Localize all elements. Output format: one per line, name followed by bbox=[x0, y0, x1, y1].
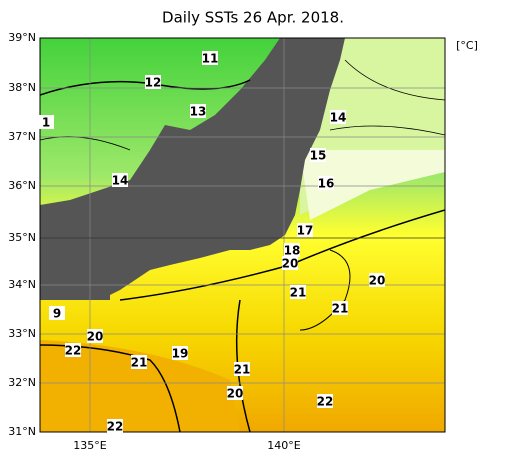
contour-label-bg bbox=[145, 75, 161, 89]
land bbox=[40, 38, 345, 300]
lon-label: 140°E bbox=[267, 439, 300, 452]
colorbar: [°C] bbox=[456, 39, 478, 52]
lat-label: 36°N bbox=[8, 179, 36, 192]
contour-label: 22 bbox=[317, 395, 334, 409]
title: Daily SSTs 26 Apr. 2018. bbox=[162, 9, 344, 27]
contour-label-bg bbox=[107, 419, 123, 433]
contour-label-bg bbox=[318, 176, 334, 190]
colorbar-unit: [°C] bbox=[456, 39, 478, 52]
contour-label: 22 bbox=[65, 344, 82, 358]
lat-label: 34°N bbox=[8, 278, 36, 291]
contour-label: 15 bbox=[310, 149, 327, 163]
contour-label-bg bbox=[369, 273, 385, 287]
contour-label-bg bbox=[112, 173, 128, 187]
contour-label-bg bbox=[202, 51, 218, 65]
lat-label: 39°N bbox=[8, 31, 36, 44]
contour-label-bg bbox=[190, 104, 206, 118]
contour-label: 20 bbox=[87, 330, 104, 344]
contour-label-bg bbox=[87, 329, 103, 343]
contour-label: 22 bbox=[107, 420, 124, 434]
contour-label-bg bbox=[172, 346, 188, 360]
contour-label: 16 bbox=[318, 177, 335, 191]
contour-label-bg bbox=[297, 223, 313, 237]
lat-labels: 39°N 38°N 37°N 36°N 35°N 34°N 33°N 32°N … bbox=[8, 31, 36, 438]
contour-label-bg bbox=[284, 243, 300, 257]
lon-label: 135°E bbox=[73, 439, 106, 452]
contour-label-bg bbox=[38, 115, 54, 129]
land-shikoku bbox=[40, 238, 110, 300]
contour-label: 17 bbox=[297, 224, 314, 238]
contour-label-bg bbox=[65, 343, 81, 357]
contour-label: 20 bbox=[227, 387, 244, 401]
contour-label: 21 bbox=[290, 286, 307, 300]
contour-label-bg bbox=[290, 285, 306, 299]
contour-label: 14 bbox=[112, 174, 129, 188]
contour-label: 20 bbox=[369, 274, 386, 288]
lat-label: 37°N bbox=[8, 130, 36, 143]
contour-label: 19 bbox=[172, 347, 189, 361]
contour-label-bg bbox=[234, 362, 250, 376]
contour-label-bg bbox=[310, 148, 326, 162]
contour-label: 21 bbox=[234, 363, 251, 377]
lat-label: 35°N bbox=[8, 231, 36, 244]
contour-label: 21 bbox=[332, 302, 349, 316]
contour-label: 12 bbox=[145, 76, 162, 90]
contour-label: 1 bbox=[42, 116, 50, 130]
lat-label: 32°N bbox=[8, 376, 36, 389]
map-frame bbox=[39, 37, 446, 433]
contour-label-bg bbox=[49, 306, 65, 320]
lat-label: 31°N bbox=[8, 425, 36, 438]
contour-label-bg bbox=[227, 386, 243, 400]
lat-label: 38°N bbox=[8, 81, 36, 94]
contour-label-bg bbox=[317, 394, 333, 408]
contour-label: 18 bbox=[284, 244, 301, 258]
contour-label: 9 bbox=[53, 307, 61, 321]
contour-label-bg bbox=[131, 355, 147, 369]
contour-label: 14 bbox=[330, 111, 347, 125]
contour-label: 20 bbox=[282, 257, 299, 271]
contour-label-bg bbox=[282, 256, 298, 270]
lat-label: 33°N bbox=[8, 327, 36, 340]
contour-label: 13 bbox=[190, 105, 207, 119]
contour-label: 11 bbox=[202, 52, 219, 66]
sea-cold-tongue bbox=[300, 150, 445, 220]
graticule bbox=[40, 38, 445, 432]
contour-label-bg bbox=[330, 110, 346, 124]
contour-label: 21 bbox=[131, 356, 148, 370]
contour-label-bg bbox=[332, 301, 348, 315]
